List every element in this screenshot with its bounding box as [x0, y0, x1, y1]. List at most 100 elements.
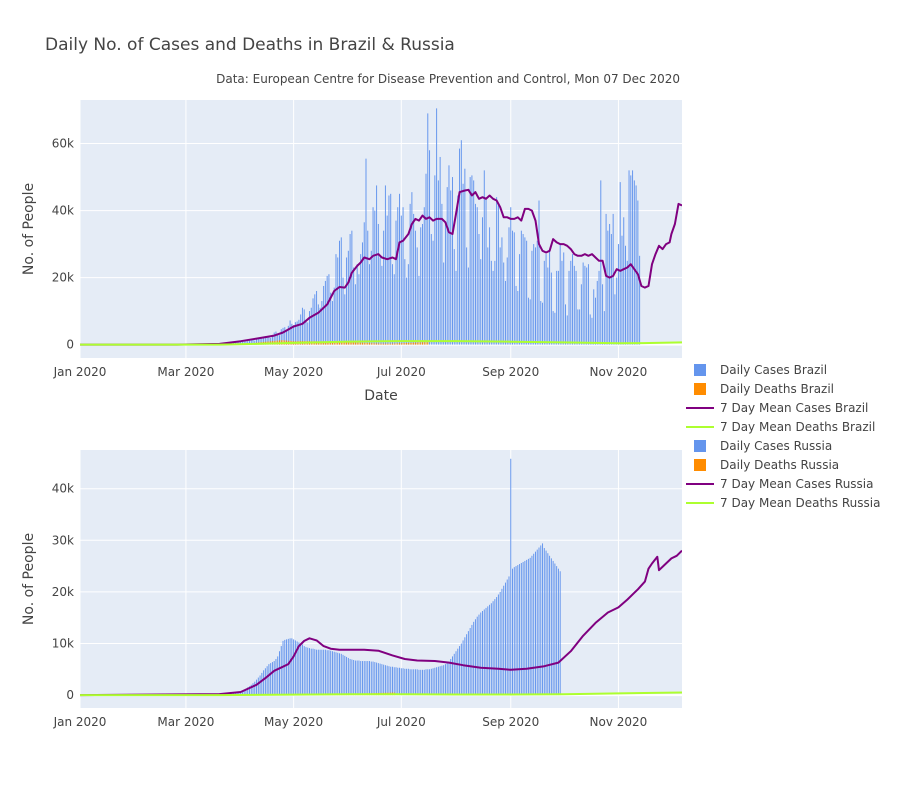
bar	[236, 692, 238, 696]
bar	[256, 338, 258, 345]
bar	[383, 343, 385, 345]
bar	[271, 662, 273, 696]
bar	[344, 294, 346, 345]
bar	[543, 548, 545, 696]
y-axis-title: No. of People	[21, 183, 37, 275]
bar	[349, 234, 351, 345]
bar	[247, 687, 249, 696]
legend-item[interactable]: Daily Cases Brazil	[694, 363, 827, 377]
bar	[550, 272, 552, 345]
bar	[414, 230, 416, 345]
bar	[427, 113, 429, 345]
bar	[450, 190, 452, 345]
x-tick-label: May 2020	[264, 715, 323, 729]
bar	[354, 342, 356, 345]
bar	[508, 227, 510, 345]
bar	[406, 277, 408, 345]
bar	[372, 207, 374, 345]
bar	[238, 340, 240, 345]
bar	[365, 661, 367, 696]
bar	[496, 597, 498, 696]
series-daily-cases-russia	[218, 458, 561, 696]
bar	[298, 319, 300, 345]
bar	[556, 566, 558, 696]
bar	[240, 691, 242, 696]
bar	[275, 331, 277, 345]
bar	[473, 180, 475, 345]
bar	[356, 264, 358, 345]
bar	[617, 244, 619, 345]
bar	[354, 660, 356, 696]
bar	[619, 182, 621, 345]
bar	[527, 558, 529, 696]
bar	[391, 343, 393, 345]
bar	[434, 175, 436, 345]
bar	[572, 254, 574, 345]
bar	[356, 660, 358, 696]
bar	[391, 264, 393, 345]
legend-item[interactable]: Daily Cases Russia	[694, 439, 832, 453]
bar	[543, 260, 545, 345]
legend-item[interactable]: Daily Deaths Brazil	[694, 382, 834, 396]
x-tick-label: Nov 2020	[590, 365, 648, 379]
bar	[423, 669, 425, 696]
bar	[333, 341, 335, 345]
bar	[361, 661, 363, 696]
bar	[448, 661, 450, 696]
bar	[559, 244, 561, 345]
bar	[482, 217, 483, 345]
bar	[536, 240, 538, 345]
bar	[476, 207, 478, 345]
bar	[494, 599, 496, 696]
bar	[337, 341, 339, 345]
legend-item[interactable]: 7 Day Mean Cases Brazil	[686, 401, 868, 415]
legend-item[interactable]: 7 Day Mean Deaths Russia	[686, 496, 880, 510]
x-tick-label: Sep 2020	[482, 365, 539, 379]
bar	[372, 343, 374, 345]
bar	[506, 257, 508, 345]
bar	[351, 659, 353, 696]
bar	[607, 230, 609, 345]
bar	[353, 342, 355, 345]
bar	[533, 244, 535, 345]
bar	[474, 619, 476, 696]
bar	[552, 560, 554, 696]
data-layer	[80, 108, 682, 346]
bar	[409, 342, 411, 345]
bar	[248, 340, 250, 345]
bar	[416, 342, 418, 345]
bar	[593, 289, 595, 345]
legend-item[interactable]: 7 Day Mean Cases Russia	[686, 477, 874, 491]
bar	[397, 343, 399, 345]
bar	[388, 195, 390, 345]
bar	[324, 280, 326, 345]
legend-item[interactable]: Daily Deaths Russia	[694, 458, 839, 472]
bar	[414, 342, 416, 345]
bar	[413, 669, 415, 696]
bar	[344, 655, 346, 696]
bar	[626, 260, 628, 345]
bar	[409, 669, 411, 696]
legend-item[interactable]: 7 Day Mean Deaths Brazil	[686, 420, 875, 434]
legend[interactable]: Daily Cases Brazil Daily Deaths Brazil 7 D…	[686, 363, 880, 510]
bar	[376, 662, 378, 696]
bar	[466, 247, 468, 345]
bar	[554, 563, 556, 696]
bar	[346, 257, 348, 345]
bar	[301, 307, 303, 345]
bar	[512, 230, 514, 345]
bar	[376, 343, 378, 345]
bar	[407, 264, 409, 345]
bar	[328, 650, 330, 696]
bar	[480, 259, 482, 345]
chart-title: Daily No. of Cases and Deaths in Brazil …	[45, 35, 455, 55]
bar	[319, 649, 321, 696]
bar	[317, 304, 319, 345]
bar	[279, 651, 280, 696]
bar	[422, 223, 423, 345]
bar	[439, 666, 441, 696]
bar	[397, 207, 399, 345]
bar	[448, 165, 450, 345]
bar	[339, 240, 340, 345]
